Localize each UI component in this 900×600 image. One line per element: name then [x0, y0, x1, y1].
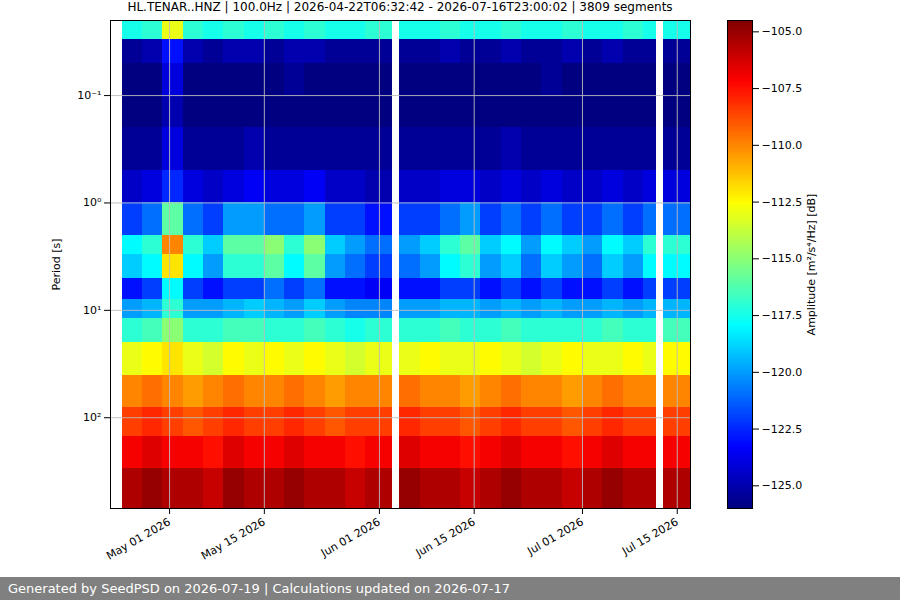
svg-text:Period [s]: Period [s]: [50, 238, 63, 290]
html-text:Generated by SeedPSD on 2026-0: Generated by SeedPSD on 2026-07-19 | Cal…: [8, 581, 510, 596]
svg-text:−120.0: −120.0: [762, 366, 803, 379]
svg-text:Amplitude [m²/s⁴/Hz] [dB]: Amplitude [m²/s⁴/Hz] [dB]: [805, 194, 818, 336]
svg-text:−112.5: −112.5: [762, 196, 803, 209]
svg-text:−122.5: −122.5: [762, 423, 803, 436]
html-text:HL.TENAR..HNZ | 100.0Hz | 2026: HL.TENAR..HNZ | 100.0Hz | 2026-04-22T06:…: [127, 0, 673, 14]
svg-text:−105.0: −105.0: [762, 25, 803, 38]
svg-text:−117.5: −117.5: [762, 309, 803, 322]
svg-text:May 15 2026: May 15 2026: [199, 515, 268, 562]
svg-text:−115.0: −115.0: [762, 252, 803, 265]
svg-text:−110.0: −110.0: [762, 139, 803, 152]
svg-text:Jul 01 2026: Jul 01 2026: [524, 515, 585, 558]
svg-text:May 01 2026: May 01 2026: [104, 515, 173, 562]
svg-text:10¹: 10¹: [83, 304, 101, 317]
svg-text:Jun 15 2026: Jun 15 2026: [413, 515, 478, 560]
svg-text:−107.5: −107.5: [762, 82, 803, 95]
svg-text:10⁻¹: 10⁻¹: [77, 89, 101, 102]
svg-text:10²: 10²: [83, 411, 101, 424]
svg-text:Jun 01 2026: Jun 01 2026: [318, 515, 383, 560]
svg-text:−125.0: −125.0: [762, 479, 803, 492]
svg-text:Jul 15 2026: Jul 15 2026: [619, 515, 680, 558]
svg-text:10⁰: 10⁰: [83, 196, 102, 209]
